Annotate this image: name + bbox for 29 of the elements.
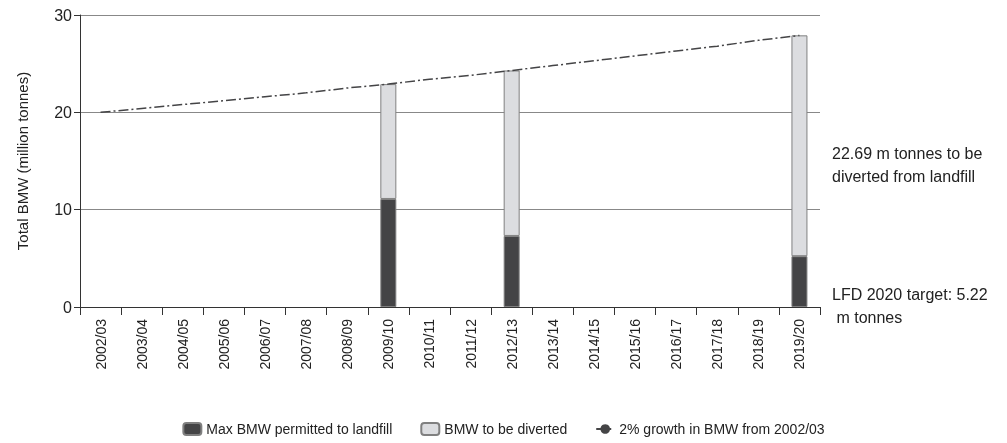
legend-label: Max BMW permitted to landfill: [206, 421, 393, 437]
x-tick-label: 2009/10: [380, 318, 397, 370]
y-axis-title: Total BMW (million tonnes): [14, 71, 31, 251]
y-tick-label: 20: [54, 103, 73, 121]
x-tick-label: 2010/11: [421, 318, 438, 369]
line-series: [99, 34, 801, 114]
x-tick-label: 2011/12: [462, 318, 479, 369]
legend-label: 2% growth in BMW from 2002/03: [619, 421, 825, 437]
text: LFD 2020 target: 5.22 m tonnes: [832, 286, 988, 326]
x-tick-label: 2004/05: [174, 318, 191, 370]
x-tick-label: 2017/18: [709, 318, 726, 370]
x-tick-label: 2012/13: [503, 318, 520, 370]
text: 22.69 m tonnes to be diverted from landfill: [832, 145, 987, 185]
x-tick-label: 2002/03: [92, 318, 109, 370]
y-tick-label: 30: [54, 6, 73, 24]
y-tick-label: 10: [54, 201, 73, 219]
x-tick-label: 2014/15: [585, 318, 602, 370]
legend-label: BMW to be diverted: [444, 421, 568, 437]
y-tick-label: 0: [63, 298, 73, 316]
x-tick-label: 2007/08: [298, 318, 315, 370]
x-tick-label: 2003/04: [133, 318, 150, 370]
x-tick-label: 2005/06: [215, 318, 232, 370]
x-tick-label: 2018/19: [750, 318, 767, 370]
x-tick-label: 2006/07: [257, 318, 273, 370]
x-tick-label: 2016/17: [668, 318, 685, 370]
x-tick-label: 2008/09: [339, 318, 356, 370]
x-tick-label: 2019/20: [791, 318, 808, 370]
x-tick-label: 2015/16: [627, 318, 643, 370]
x-tick-label: 2013/14: [544, 318, 561, 370]
